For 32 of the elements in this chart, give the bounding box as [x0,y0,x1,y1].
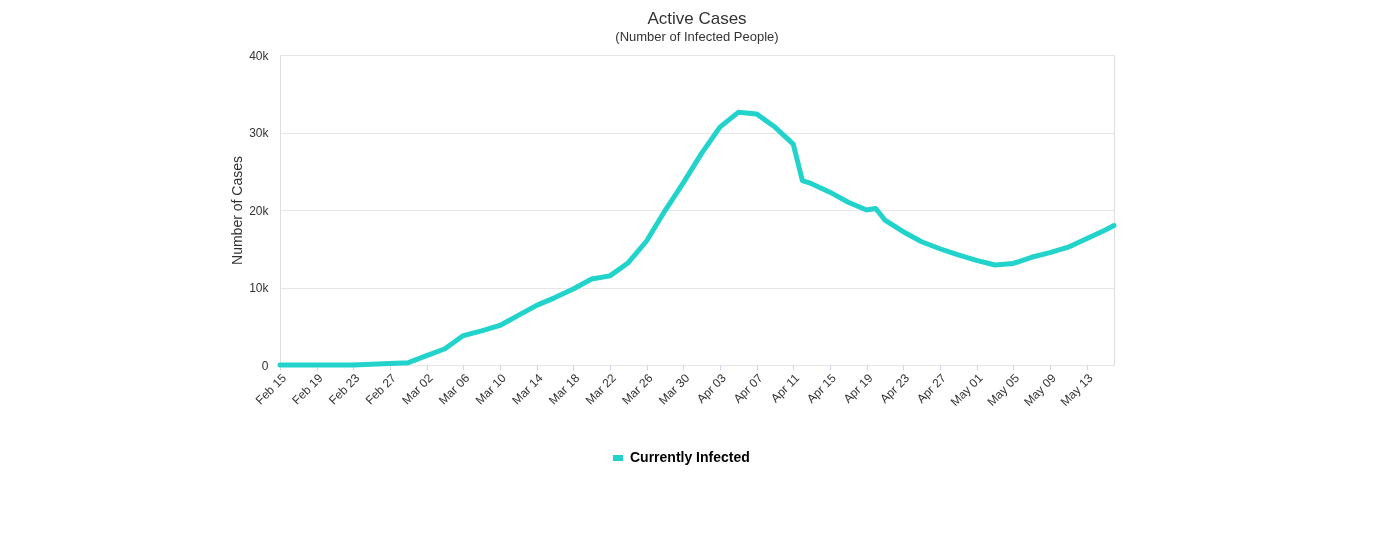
x-tick-label: Feb 19 [289,370,326,408]
x-tick-label: Mar 06 [435,370,473,408]
x-tick-label: Feb 15 [252,370,290,408]
x-tick-label: Feb 23 [325,370,363,408]
x-tick-label: Mar 14 [509,370,546,408]
y-tick-label: 30k [249,126,270,140]
x-tick-label: May 01 [947,370,986,409]
x-tick-label: Mar 26 [619,370,656,408]
x-tick-label: May 09 [1021,370,1060,409]
x-tick-label: Apr 23 [877,370,913,406]
x-tick-label: Apr 27 [913,370,950,406]
x-tick-label: Mar 10 [472,370,510,408]
legend-label: Currently Infected [630,449,750,465]
x-tick-label: Apr 07 [730,370,766,406]
y-tick-label: 20k [249,203,270,218]
x-tick-label: Mar 22 [582,370,620,408]
x-tick-label: May 05 [984,370,1023,409]
y-tick-label: 40k [249,48,270,63]
x-tick-label: May 13 [1057,370,1096,409]
x-tick-label: Feb 27 [362,370,400,408]
x-tick-label: Apr 03 [693,370,730,406]
y-axis-title: Number of Cases [229,156,246,265]
x-tick-label: Apr 15 [803,370,840,406]
x-tick-label: Apr 11 [767,370,803,406]
y-tick-label: 0 [261,358,269,373]
chart-title: Active Cases [647,9,747,28]
chart-subtitle: (Number of Infected People) [615,29,779,44]
x-tick-label: Mar 18 [545,370,583,408]
y-tick-label: 10k [249,281,270,295]
x-tick-label: Apr 19 [840,370,876,406]
x-tick-label: Mar 30 [655,370,693,408]
x-tick-label: Mar 02 [399,370,436,408]
